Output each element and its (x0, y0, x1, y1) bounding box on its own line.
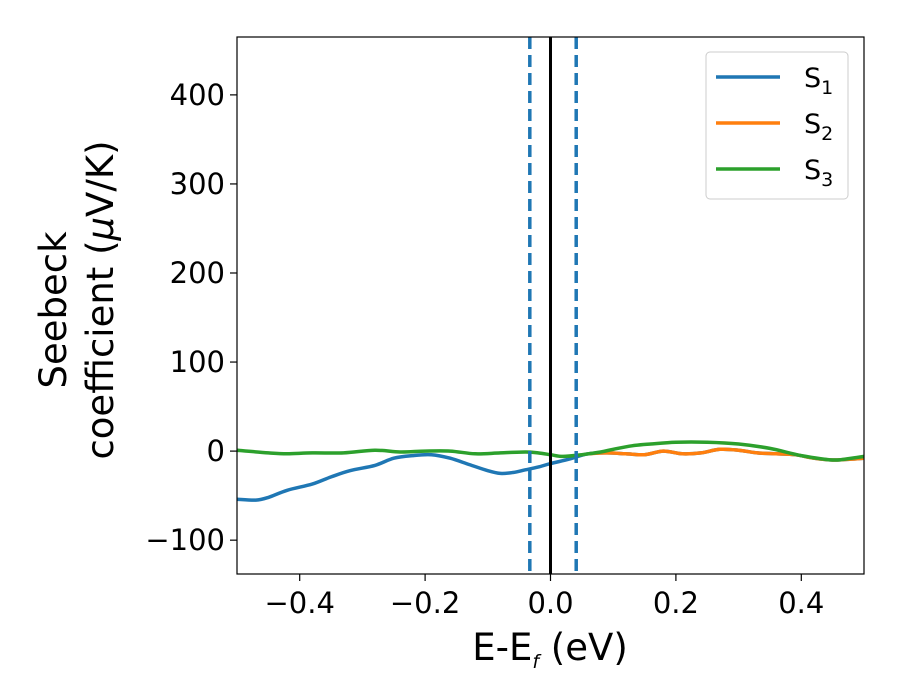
y-axis-label-unit: V/K) (79, 140, 122, 216)
legend-box (705, 51, 849, 200)
vline-layer (528, 37, 578, 574)
x-axis-label-sub: f (532, 651, 542, 673)
legend-label-3: S3 (804, 155, 833, 191)
x-axis-label-main: E-E (472, 626, 532, 669)
y-tick-label: 400 (170, 78, 225, 112)
y-axis-label-line2: coefficient (μV/K) (79, 140, 122, 459)
legend-label-1: S1 (804, 63, 833, 99)
series-line-3 (237, 440, 864, 462)
x-tick-label: −0.2 (390, 586, 460, 620)
y-tick-label: 0 (207, 434, 225, 468)
legend: S1 S2 S3 (705, 51, 849, 200)
y-tick-label: 300 (170, 167, 225, 201)
y-axis-label-line1: Seebeck (32, 231, 75, 389)
series-layer (237, 440, 864, 502)
x-tick-label: −0.4 (264, 586, 334, 620)
y-tick-label: −100 (145, 523, 225, 557)
x-axis-label: E-Ef (eV) (472, 626, 628, 673)
y-axis-label-mu: μ (79, 217, 122, 242)
x-axis-ticks: −0.4 −0.2 0.0 0.2 0.4 (264, 574, 824, 620)
legend-label-2: S2 (804, 109, 833, 145)
y-tick-label: 200 (170, 256, 225, 290)
y-tick-label: 100 (170, 345, 225, 379)
x-axis-label-unit: (eV) (539, 626, 628, 669)
x-tick-label: 0.2 (653, 586, 699, 620)
y-axis-ticks: −100 0 100 200 300 400 (145, 78, 237, 557)
legend-items: S1 S2 S3 (716, 63, 833, 191)
y-axis-label-text: coefficient ( (79, 240, 122, 459)
x-tick-label: 0.4 (778, 586, 824, 620)
x-tick-label: 0.0 (527, 586, 573, 620)
